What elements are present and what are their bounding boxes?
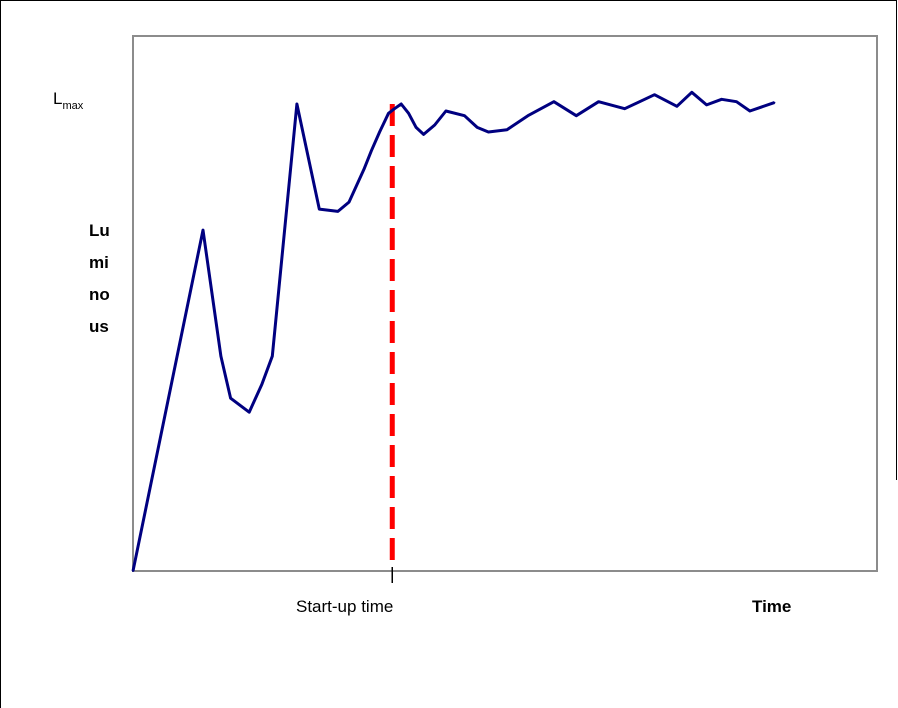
series-point (487, 131, 490, 133)
series-point (378, 131, 381, 133)
series-point (260, 383, 263, 386)
series-point (552, 100, 555, 103)
series-point (748, 110, 751, 112)
series-points (132, 91, 776, 572)
series-point (248, 411, 251, 414)
figure-frame-right (896, 0, 897, 480)
plot-area (132, 35, 878, 572)
series-point (675, 105, 678, 108)
series-point (597, 100, 600, 103)
figure-frame-left (0, 0, 1, 708)
series-point (422, 133, 425, 136)
series-point (735, 100, 738, 103)
series-point (132, 570, 134, 572)
series-point (271, 355, 274, 358)
series-point (463, 114, 466, 117)
series-point (773, 101, 776, 104)
series-point (219, 355, 222, 358)
series-point (202, 229, 204, 232)
y-axis-label-line: mi (89, 253, 109, 272)
series-point (575, 114, 578, 117)
startup-time-label: Start-up time (296, 597, 394, 616)
series-point (705, 103, 708, 106)
series-point (720, 98, 723, 101)
series-point (653, 93, 656, 96)
series-point (387, 112, 390, 115)
series-point (393, 107, 396, 110)
luminous-series-line (131, 90, 775, 572)
series-point (295, 103, 298, 105)
series-point (348, 201, 350, 204)
series-point (362, 168, 365, 171)
y-axis-label: Lu mi no us (89, 215, 129, 343)
y-axis-label-line: Lu (89, 221, 110, 240)
lmax-label: Lmax (53, 89, 84, 112)
series-point (400, 103, 403, 105)
series-point (407, 112, 410, 115)
series-point (229, 397, 232, 400)
series-point (336, 210, 339, 213)
series-point (690, 91, 693, 94)
y-axis-label-line: no (89, 285, 110, 304)
series-point (444, 110, 447, 112)
lmax-subscript: max (62, 100, 84, 112)
series-point (415, 126, 418, 129)
series-point (476, 126, 479, 129)
y-axis-label-line: us (89, 317, 109, 336)
series-point (526, 114, 529, 117)
series-point (623, 107, 626, 110)
figure-frame-top (0, 0, 896, 1)
series-point (506, 128, 508, 131)
lmax-main: L (53, 89, 63, 108)
series-point (318, 208, 321, 211)
x-axis-label: Time (752, 597, 792, 616)
series-point (370, 149, 373, 152)
series-point (433, 124, 436, 126)
